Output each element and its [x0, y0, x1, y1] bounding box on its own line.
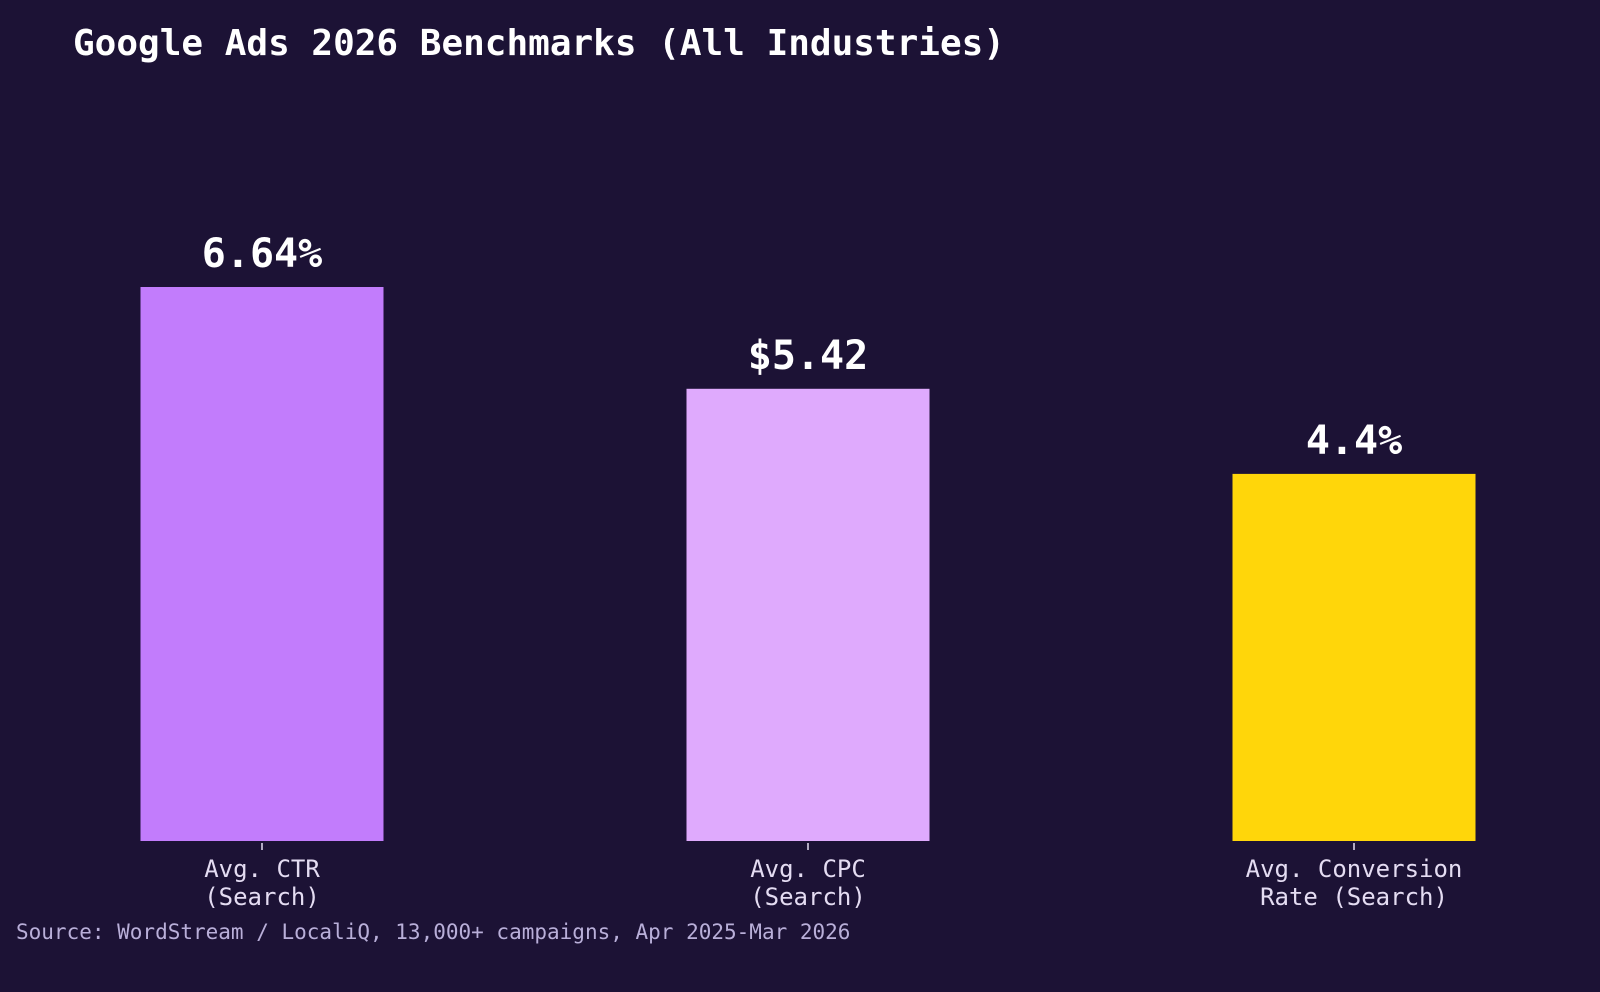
- chart-title: Google Ads 2026 Benchmarks (All Industri…: [73, 23, 1005, 64]
- bar: [686, 388, 930, 841]
- value-label: 4.4%: [1306, 418, 1402, 464]
- value-label: $5.42: [748, 333, 868, 379]
- x-tick-label: Avg. CTR (Search): [204, 855, 320, 911]
- bar: [1232, 473, 1476, 841]
- bar: [140, 287, 384, 841]
- x-tick-label: Avg. Conversion Rate (Search): [1246, 855, 1463, 911]
- source-note: Source: WordStream / LocaliQ, 13,000+ ca…: [16, 920, 850, 944]
- x-tick-label: Avg. CPC (Search): [750, 855, 866, 911]
- value-label: 6.64%: [202, 231, 322, 277]
